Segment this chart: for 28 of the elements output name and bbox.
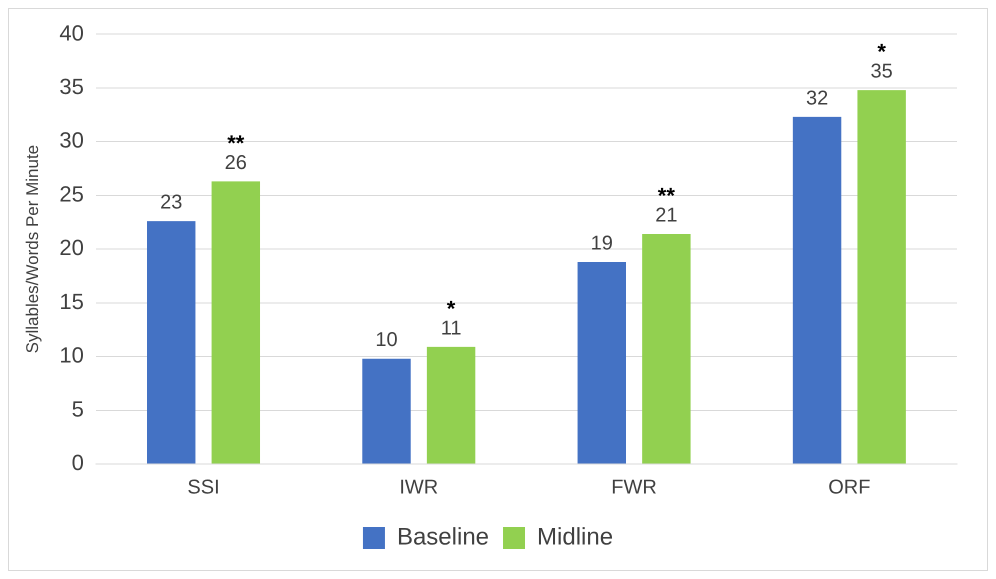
bar xyxy=(147,221,196,464)
y-tick-label: 15 xyxy=(59,288,84,314)
y-tick-label: 25 xyxy=(59,181,84,206)
bar xyxy=(362,358,411,464)
y-tick-label: 35 xyxy=(59,74,84,99)
y-tick-label: 40 xyxy=(59,20,84,46)
x-tick-label: ORF xyxy=(828,476,870,499)
y-tick-label: 0 xyxy=(72,450,84,476)
legend-label: Midline xyxy=(537,524,614,551)
x-tick-label: FWR xyxy=(611,476,657,499)
y-tick-label: 20 xyxy=(59,235,84,260)
y-tick-label: 10 xyxy=(59,342,84,368)
bar xyxy=(857,90,906,464)
data-label: 32 xyxy=(806,87,828,110)
x-tick-label: IWR xyxy=(399,476,438,499)
y-axis-title: Syllables/Words Per Minute xyxy=(22,144,42,354)
y-tick-label: 5 xyxy=(72,396,84,422)
bar xyxy=(212,181,260,464)
y-tick-label: 30 xyxy=(59,128,84,153)
data-label: 10 xyxy=(375,329,398,352)
legend-label: Baseline xyxy=(396,524,490,551)
bar xyxy=(792,116,842,464)
x-tick-label: SSI xyxy=(187,476,220,499)
bar xyxy=(642,234,691,464)
data-label: 19 xyxy=(590,232,613,255)
data-label: 23 xyxy=(160,192,182,214)
bar xyxy=(426,346,476,464)
bar xyxy=(578,262,626,464)
